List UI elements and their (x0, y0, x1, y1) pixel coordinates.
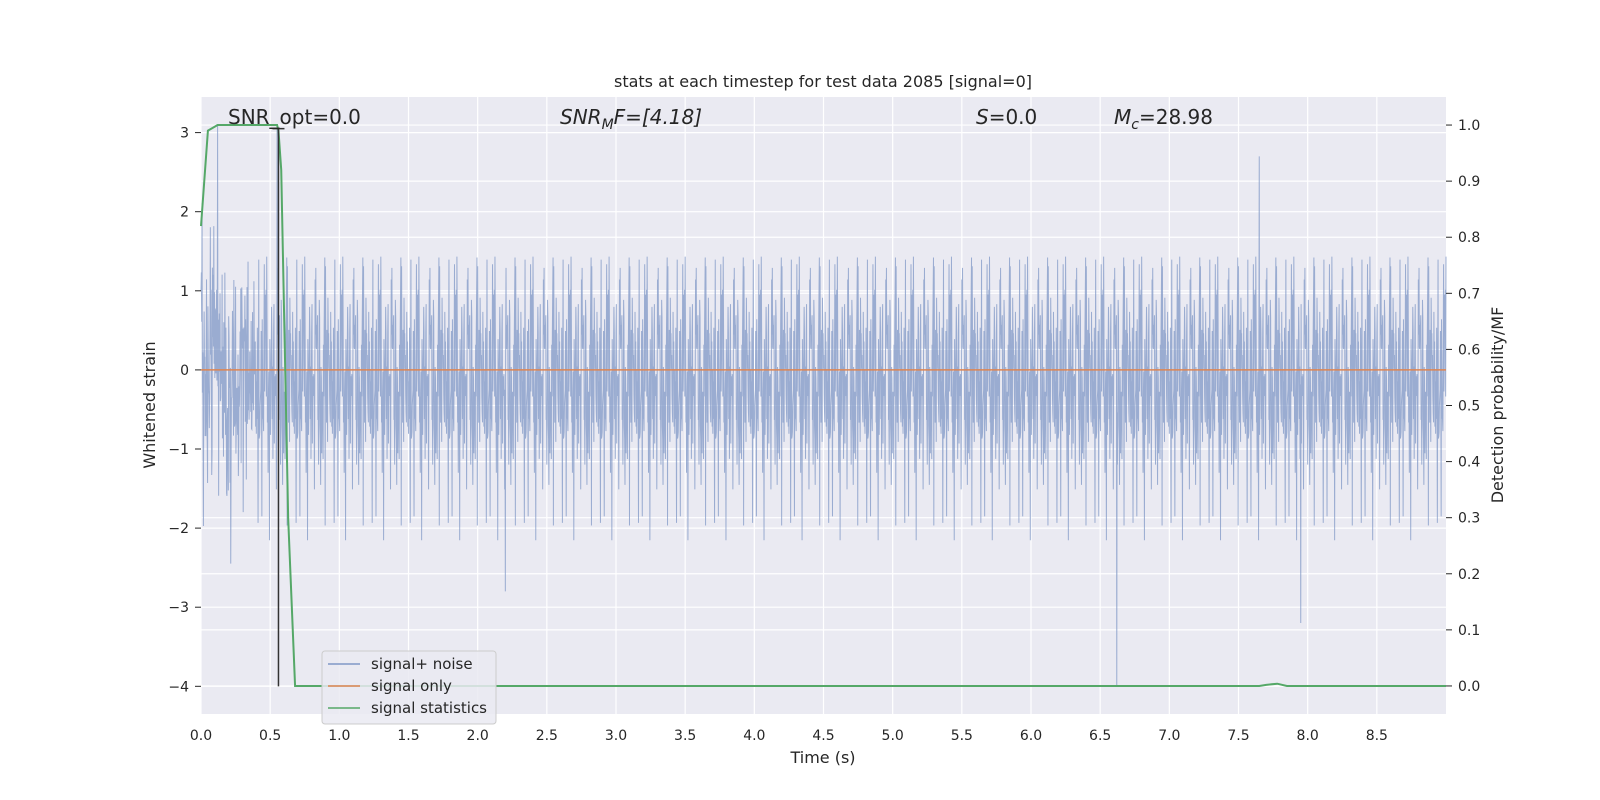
x-tick-label: 0.5 (259, 728, 281, 744)
y2-tick-label: 0.5 (1458, 399, 1480, 415)
y2-tick-label: 1.0 (1458, 118, 1480, 134)
x-tick-label: 2.0 (467, 728, 489, 744)
detection-marker-line (272, 127, 285, 687)
x-axis-ticks: 0.0 0.5 1.0 1.5 2.0 2.5 3.0 3.5 4.0 4.5 5.0 5.5 6.0 6… (190, 728, 1388, 744)
y2-axis-label: Detection probability/MF (1488, 307, 1507, 504)
signal-noise-series (200, 124, 1447, 687)
y2-tick-label: 0.9 (1458, 174, 1480, 190)
y-axis-ticks: 3 2 1 0 −1 −2 −3 −4 (168, 126, 201, 695)
snr-mf-sub: M (602, 117, 614, 133)
mc-annotation: Mc=28.98 (1114, 105, 1213, 133)
y2-tick-label: 0.2 (1458, 567, 1480, 583)
y-tick-label: −3 (168, 600, 189, 616)
y-axis-label: Whitened strain (140, 341, 159, 468)
legend-label-noise: signal+ noise (371, 655, 473, 673)
x-tick-label: 1.5 (397, 728, 419, 744)
y2-tick-label: 0.8 (1458, 230, 1480, 246)
s-annotation: S=0.0 (976, 105, 1037, 129)
y-tick-label: 0 (180, 363, 189, 379)
x-tick-label: 2.5 (536, 728, 558, 744)
mc-sub: c (1131, 117, 1139, 133)
x-tick-label: 8.0 (1297, 728, 1319, 744)
chart-title: stats at each timestep for test data 208… (614, 72, 1032, 91)
legend-label-statistics: signal statistics (371, 699, 487, 717)
x-tick-label: 7.0 (1158, 728, 1180, 744)
y2-tick-label: 0.0 (1458, 679, 1480, 695)
y2-axis-ticks: 1.0 0.9 0.8 0.7 0.6 0.5 0.4 0.3 0.2 0.1 0.0 (1446, 118, 1480, 695)
x-axis-label: Time (s) (789, 748, 855, 767)
signal-statistics-line (200, 124, 1446, 687)
x-tick-label: 3.5 (674, 728, 696, 744)
x-tick-label: 4.5 (812, 728, 834, 744)
y-tick-label: 3 (180, 126, 189, 142)
mc-base: M (1114, 105, 1131, 129)
snr-opt-annotation: SNR_opt=0.0 (228, 105, 361, 129)
y-tick-label: −1 (168, 442, 189, 458)
s-rest: =0.0 (989, 105, 1038, 129)
x-tick-label: 7.5 (1227, 728, 1249, 744)
x-tick-label: 5.0 (882, 728, 904, 744)
y2-tick-label: 0.1 (1458, 623, 1480, 639)
x-tick-label: 6.0 (1020, 728, 1042, 744)
x-tick-label: 0.0 (190, 728, 212, 744)
legend: signal+ noise signal only signal statist… (321, 650, 497, 725)
y-tick-label: 1 (180, 284, 189, 300)
legend-box (321, 650, 497, 725)
y2-tick-label: 0.6 (1458, 342, 1480, 358)
x-tick-label: 4.0 (743, 728, 765, 744)
signal-noise-line (200, 124, 1447, 687)
y2-tick-label: 0.3 (1458, 511, 1480, 527)
x-tick-label: 5.5 (951, 728, 973, 744)
snr-mf-base: SNR (560, 105, 602, 129)
x-tick-label: 1.0 (328, 728, 350, 744)
legend-label-signal: signal only (371, 677, 452, 695)
x-tick-label: 3.0 (605, 728, 627, 744)
signal-statistics-series (200, 124, 1446, 687)
s-label: S (976, 105, 989, 129)
y2-tick-label: 0.7 (1458, 286, 1480, 302)
mc-rest: =28.98 (1139, 105, 1213, 129)
y2-tick-label: 0.4 (1458, 455, 1480, 471)
x-tick-label: 8.5 (1366, 728, 1388, 744)
y-tick-label: −2 (168, 521, 189, 537)
snr-mf-annotation: SNRMF=[4.18] (560, 105, 702, 133)
snr-mf-rest: F=[4.18] (614, 105, 702, 129)
y-tick-label: 2 (180, 205, 189, 221)
y-tick-label: −4 (168, 679, 189, 695)
x-tick-label: 6.5 (1089, 728, 1111, 744)
